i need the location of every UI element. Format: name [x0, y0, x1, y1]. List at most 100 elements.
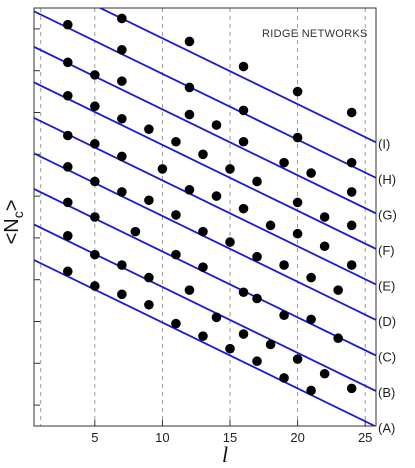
data-point-d-3 [144, 195, 154, 206]
data-point-a-4 [171, 318, 181, 329]
data-point-i-5 [346, 107, 357, 118]
data-point-b-4 [184, 285, 195, 295]
data-point-g-1 [90, 70, 100, 80]
y-axis-label: <Nc> [1, 200, 26, 245]
series-line-h [34, 10, 376, 179]
data-point-e-7 [265, 220, 276, 231]
data-point-b-8 [292, 354, 303, 364]
data-point-a-2 [117, 289, 127, 300]
data-point-c-9 [333, 333, 343, 344]
series-labels: (A) (B) (C) (D) (E) (F) (G) (H) (I) [378, 136, 397, 435]
data-point-b-6 [238, 329, 249, 339]
y-ticks [34, 28, 40, 406]
data-point-b-2 [117, 260, 127, 270]
data-point-d-10 [333, 285, 343, 295]
data-point-e-8 [292, 228, 303, 239]
data-point-e-4 [184, 185, 195, 195]
data-point-b-10 [346, 383, 357, 394]
data-point-b-0 [62, 231, 73, 241]
data-point-a-5 [198, 331, 208, 341]
data-point-e-5 [211, 191, 222, 201]
data-point-h-1 [117, 45, 127, 55]
data-point-d-6 [225, 237, 235, 247]
data-point-f-5 [198, 149, 208, 160]
data-point-e-9 [319, 241, 330, 252]
x-tick-label-15: 15 [223, 430, 237, 445]
x-tick-label-5: 5 [91, 430, 98, 445]
data-point-a-8 [279, 373, 289, 383]
x-axis-label: l [222, 442, 228, 467]
data-point-h-5 [346, 157, 357, 168]
x-ticks: 5 10 15 20 25 [91, 420, 372, 445]
series-label-d: (D) [378, 314, 396, 329]
data-point-c-0 [62, 197, 73, 208]
data-point-d-9 [306, 272, 316, 283]
data-point-c-6 [252, 293, 262, 304]
data-point-f-10 [346, 220, 357, 231]
data-point-f-3 [144, 124, 154, 135]
data-point-i-3 [238, 61, 249, 72]
data-point-c-2 [130, 226, 141, 237]
data-point-c-1 [90, 212, 100, 222]
data-point-g-7 [306, 168, 316, 178]
series-label-i: (I) [378, 136, 390, 151]
data-point-d-5 [198, 226, 208, 237]
series-label-g: (G) [378, 207, 397, 222]
series-label-e: (E) [378, 278, 395, 293]
data-point-f-9 [319, 212, 330, 222]
data-point-b-5 [211, 312, 222, 323]
data-point-g-4 [211, 120, 222, 130]
data-point-d-7 [252, 251, 262, 262]
data-point-h-0 [62, 19, 73, 30]
data-point-g-2 [117, 76, 127, 86]
data-point-c-7 [279, 310, 289, 321]
data-point-i-4 [292, 86, 303, 97]
data-point-g-3 [184, 109, 195, 120]
data-point-a-0 [62, 266, 73, 277]
data-point-f-1 [90, 101, 100, 112]
data-point-g-8 [346, 187, 357, 197]
y-axis-label-sub: c [10, 211, 26, 218]
data-point-a-1 [90, 281, 100, 291]
data-point-h-4 [292, 132, 303, 143]
data-point-e-0 [62, 130, 73, 141]
data-point-b-3 [144, 272, 154, 283]
data-point-h-2 [184, 82, 195, 93]
series-label-c: (C) [378, 350, 396, 365]
data-point-b-1 [90, 249, 100, 260]
series-line-i [98, 8, 376, 144]
data-point-d-4 [171, 210, 181, 220]
data-point-c-8 [306, 314, 316, 325]
data-point-f-8 [292, 197, 303, 208]
x-tick-label-10: 10 [155, 430, 169, 445]
data-point-c-5 [238, 287, 249, 298]
data-point-e-6 [238, 203, 249, 214]
x-tick-label-20: 20 [290, 430, 304, 445]
data-point-i-2 [184, 36, 195, 47]
data-point-b-7 [265, 339, 276, 350]
data-point-e-10 [346, 260, 357, 270]
chart-annotation: RIDGE NETWORKS [262, 28, 368, 40]
data-point-a-3 [144, 299, 154, 310]
data-point-g-0 [62, 57, 73, 68]
data-point-f-0 [62, 90, 73, 101]
data-point-a-7 [252, 356, 262, 367]
data-point-d-2 [117, 187, 127, 197]
data-point-i-1 [117, 13, 127, 24]
data-point-h-3 [238, 105, 249, 116]
data-point-f-6 [225, 164, 235, 174]
data-point-b-9 [319, 368, 330, 379]
series-label-f: (F) [378, 243, 395, 258]
data-point-d-0 [62, 162, 73, 172]
y-axis-label-end: > [1, 200, 23, 212]
data-point-a-9 [306, 385, 316, 396]
data-point-e-2 [117, 151, 127, 162]
data-point-f-4 [171, 136, 181, 147]
series-label-b: (B) [378, 385, 395, 400]
y-axis-label-main: <N [1, 218, 23, 244]
data-point-e-1 [90, 139, 100, 149]
data-point-a-6 [225, 343, 235, 354]
data-point-f-7 [252, 176, 262, 187]
data-point-e-3 [157, 164, 168, 174]
